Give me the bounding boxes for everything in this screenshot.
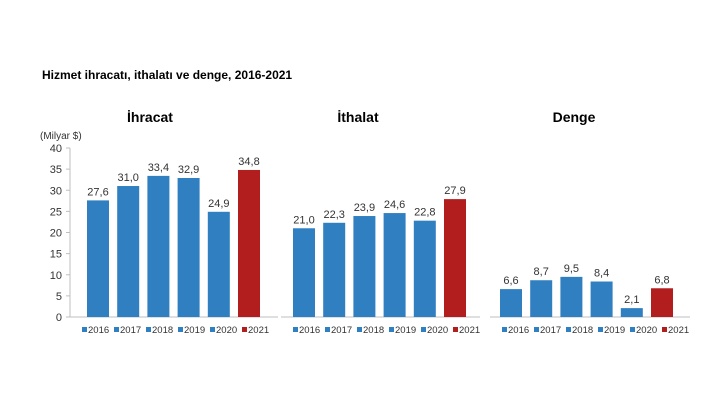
- bar-2019: [177, 177, 200, 317]
- legend-swatch-2021: [662, 327, 667, 332]
- legend-swatch-2017: [325, 327, 330, 332]
- legend-label: 2019: [604, 325, 625, 336]
- legend-swatch-2017: [534, 327, 539, 332]
- bar-2016: [87, 200, 109, 317]
- data-label: 6,6: [503, 275, 518, 287]
- bar-2018: [560, 276, 583, 317]
- y-tick-label: 35: [50, 164, 62, 176]
- y-tick-label: 40: [50, 143, 62, 155]
- data-label: 9,5: [564, 263, 579, 275]
- legend-swatch-2020: [421, 327, 426, 332]
- bar-2020: [413, 220, 436, 317]
- bar-2017: [117, 186, 140, 317]
- panel-title: İthalat: [337, 109, 379, 125]
- y-tick-label: 10: [50, 270, 62, 282]
- legend-label: 2021: [248, 325, 269, 336]
- bar-2018: [353, 216, 376, 317]
- legend-label: 2016: [88, 325, 109, 336]
- legend-label: 2019: [395, 325, 416, 336]
- data-label: 8,7: [534, 266, 549, 278]
- bar-2017: [323, 222, 346, 317]
- panel-title: İhracat: [127, 109, 173, 125]
- y-axis-label: (Milyar $): [40, 131, 82, 142]
- legend-label: 2016: [299, 325, 320, 336]
- legend-label: 2017: [331, 325, 352, 336]
- legend-swatch-2019: [389, 327, 394, 332]
- legend-swatch-2018: [566, 327, 571, 332]
- y-tick-label: 20: [50, 228, 62, 240]
- legend-swatch-2016: [82, 327, 87, 332]
- data-label: 33,4: [148, 162, 169, 174]
- legend-swatch-2016: [293, 327, 298, 332]
- bar-2020: [207, 211, 230, 317]
- legend-label: 2018: [572, 325, 593, 336]
- data-label: 24,9: [208, 198, 229, 210]
- y-tick-label: 25: [50, 206, 62, 218]
- legend-swatch-2021: [242, 327, 247, 332]
- bar-2021: [651, 288, 673, 317]
- bar-2019: [383, 213, 406, 317]
- legend-label: 2020: [636, 325, 657, 336]
- data-label: 27,6: [87, 186, 108, 198]
- legend-label: 2021: [668, 325, 689, 336]
- legend-swatch-2019: [598, 327, 603, 332]
- data-label: 22,8: [414, 207, 435, 219]
- data-label: 34,8: [238, 156, 259, 168]
- legend-label: 2018: [363, 325, 384, 336]
- legend-label: 2019: [184, 325, 205, 336]
- legend-swatch-2021: [453, 327, 458, 332]
- legend-swatch-2019: [178, 327, 183, 332]
- legend-label: 2021: [459, 325, 480, 336]
- legend-label: 2018: [152, 325, 173, 336]
- bar-2020: [620, 308, 643, 317]
- bar-2016: [500, 289, 522, 317]
- data-label: 6,8: [654, 274, 669, 286]
- legend-label: 2020: [216, 325, 237, 336]
- data-label: 2,1: [624, 294, 639, 306]
- y-tick-label: 30: [50, 185, 62, 197]
- y-tick-label: 15: [50, 249, 62, 261]
- panel-title: Denge: [553, 109, 596, 125]
- data-label: 23,9: [354, 202, 375, 214]
- legend-swatch-2020: [210, 327, 215, 332]
- bar-2016: [293, 228, 315, 317]
- data-label: 32,9: [178, 164, 199, 176]
- data-label: 21,0: [293, 214, 314, 226]
- chart-title: Hizmet ihracatı, ithalatı ve denge, 2016…: [42, 68, 293, 82]
- data-label: 31,0: [117, 172, 138, 184]
- bar-2018: [147, 175, 170, 317]
- legend-swatch-2018: [146, 327, 151, 332]
- legend-label: 2020: [427, 325, 448, 336]
- legend-label: 2017: [120, 325, 141, 336]
- legend-swatch-2018: [357, 327, 362, 332]
- legend-swatch-2016: [502, 327, 507, 332]
- legend-swatch-2017: [114, 327, 119, 332]
- y-tick-label: 0: [56, 312, 62, 324]
- legend-label: 2017: [540, 325, 561, 336]
- data-label: 8,4: [594, 268, 609, 280]
- bar-2021: [444, 199, 466, 317]
- data-label: 27,9: [444, 185, 465, 197]
- data-label: 24,6: [384, 199, 405, 211]
- bar-2021: [238, 169, 260, 317]
- legend-label: 2016: [508, 325, 529, 336]
- bar-2019: [590, 281, 613, 317]
- legend-swatch-2020: [630, 327, 635, 332]
- y-tick-label: 5: [56, 291, 62, 303]
- data-label: 22,3: [323, 209, 344, 221]
- bar-2017: [530, 280, 553, 317]
